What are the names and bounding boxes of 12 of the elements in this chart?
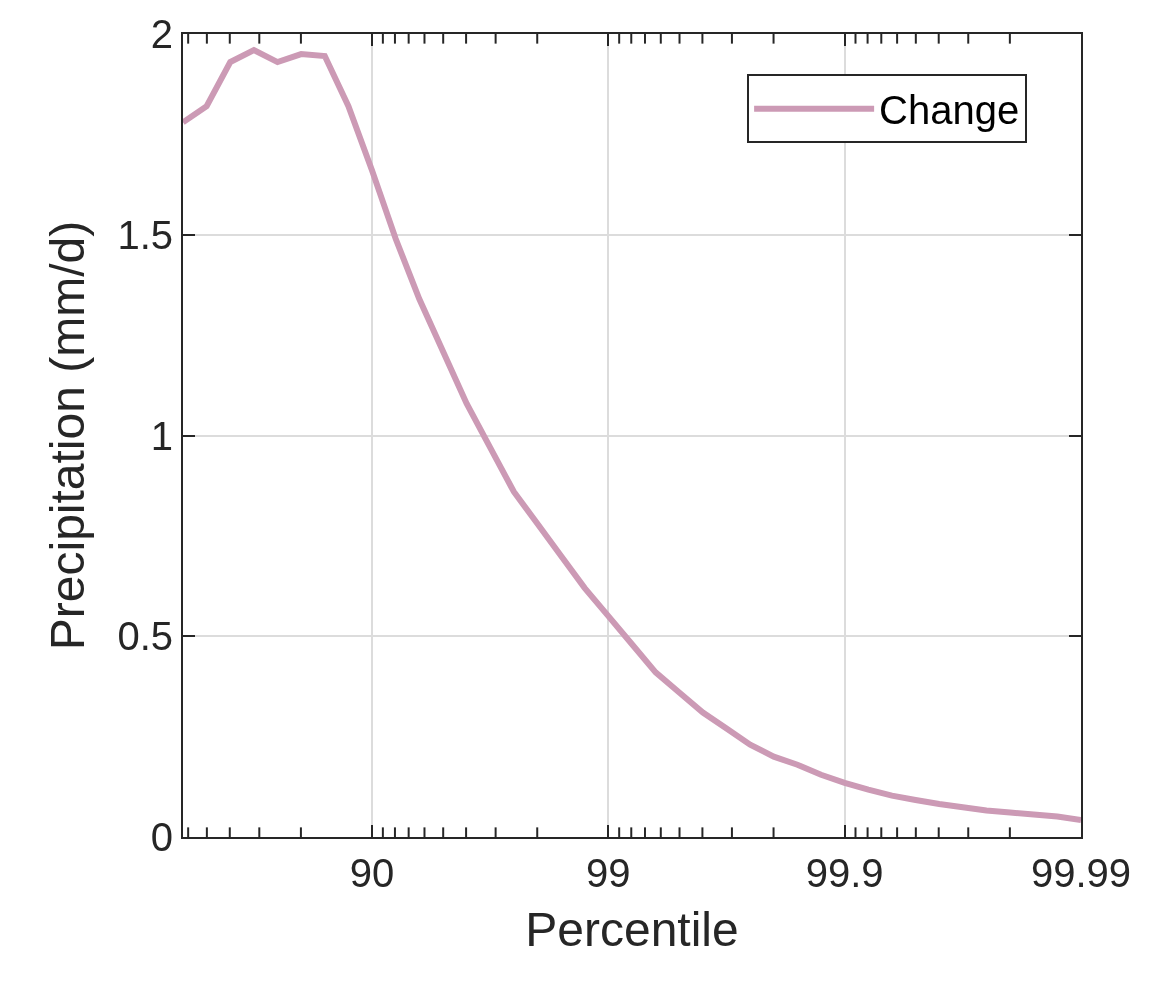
legend-label: Change [879,88,1020,133]
y-tick-label: 1 [150,413,173,458]
x-axis-title: Percentile [525,902,739,956]
x-tick-label: 99.99 [1030,851,1132,895]
x-tick-label: 90 [349,851,395,895]
y-tick-label: 0.5 [117,614,173,659]
x-tick-label: 99.9 [805,851,884,895]
x-tick-label: 99 [586,851,631,895]
y-tick-label: 0 [150,815,173,859]
y-tick-label: 2 [150,12,173,56]
y-tick-label: 1.5 [117,212,173,257]
y-axis-title: Precipitation (mm/d) [40,220,94,651]
